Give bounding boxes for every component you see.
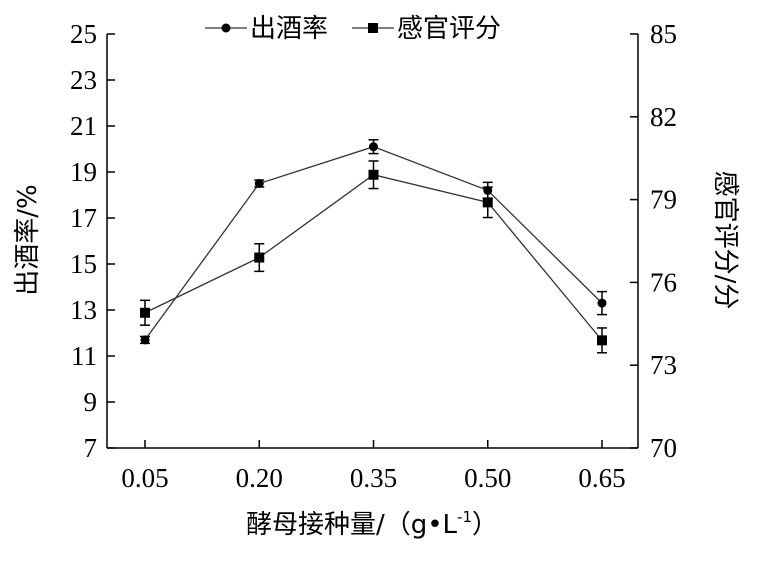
y-right-tick-label: 73 [650, 350, 677, 380]
y-left-tick-label: 17 [70, 203, 97, 233]
series-layer [140, 139, 607, 354]
y-left-tick-label: 9 [84, 387, 98, 417]
x-tick-label: 0.05 [121, 463, 168, 493]
legend-marker-square [368, 23, 378, 33]
data-point-square [597, 335, 607, 346]
y-right-tick-label: 79 [650, 185, 677, 215]
y-axis-right-title: 感官评分/分 [710, 171, 740, 310]
legend-label: 感官评分 [397, 14, 501, 44]
right-axis-ticks: 70 73 76 79 82 85 [630, 19, 677, 463]
data-point-circle [254, 179, 264, 188]
y-right-tick-label: 76 [650, 267, 677, 297]
x-tick-label: 0.50 [464, 463, 511, 493]
left-axis-ticks: 7 9 11 13 15 17 19 21 23 25 [70, 19, 115, 463]
y-left-tick-label: 15 [70, 249, 97, 279]
legend-item-1: 出酒率 [205, 14, 328, 44]
series-2 [140, 160, 607, 354]
y-axis-left-title: 出酒率/% [13, 184, 43, 295]
x-axis-title-superscript: -1 [457, 508, 472, 526]
data-point-square [368, 169, 379, 180]
data-point-circle [369, 142, 378, 152]
legend-marker-circle [221, 23, 231, 33]
data-point-square [482, 197, 493, 208]
y-left-tick-label: 21 [70, 111, 97, 141]
y-right-tick-label: 82 [650, 102, 677, 132]
y-left-tick-label: 25 [70, 19, 97, 49]
plot-frame [106, 34, 639, 449]
x-tick-label: 0.35 [350, 463, 397, 493]
y-left-tick-label: 19 [70, 157, 97, 187]
y-left-tick-label: 11 [71, 341, 97, 371]
data-point-square [254, 252, 265, 263]
y-right-tick-label: 85 [650, 19, 677, 49]
y-left-tick-label: 13 [70, 295, 97, 325]
legend-label: 出酒率 [250, 14, 328, 44]
y-right-tick-label: 70 [650, 433, 677, 463]
legend: 出酒率 感官评分 [205, 14, 501, 44]
x-tick-label: 0.65 [578, 463, 625, 493]
y-left-tick-label: 23 [70, 65, 97, 95]
data-point-circle [597, 298, 607, 308]
x-axis-title-end: ） [472, 510, 498, 540]
data-point-square [140, 307, 150, 318]
series-line [144, 174, 603, 341]
x-tick-label: 0.20 [236, 463, 283, 493]
x-axis-ticks: 0.05 0.20 0.35 0.50 0.65 [121, 440, 626, 493]
series-1 [140, 139, 607, 345]
x-axis-title: 酵母接种量/（g•L-1） [246, 508, 498, 540]
data-point-circle [140, 335, 150, 345]
x-axis-title-main: 酵母接种量/（g•L [246, 510, 458, 540]
y-left-tick-label: 7 [84, 433, 98, 463]
legend-item-2: 感官评分 [352, 14, 501, 44]
